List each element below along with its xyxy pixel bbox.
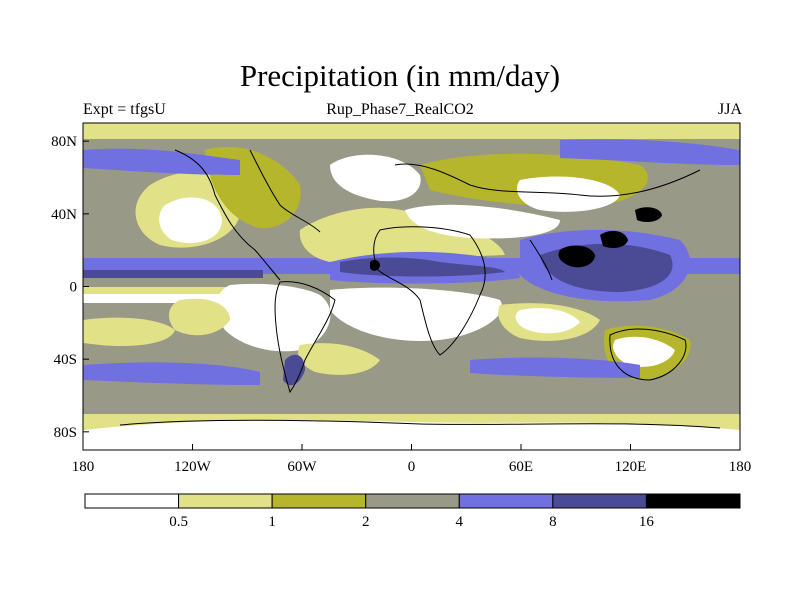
chile-max bbox=[283, 354, 305, 386]
colorbar-label: 16 bbox=[639, 514, 655, 530]
y-tick-label: 80S bbox=[54, 425, 77, 441]
colorbar-label: 8 bbox=[549, 514, 557, 530]
sahel-monsoon-strong bbox=[340, 257, 505, 277]
colorbar-box bbox=[365, 493, 460, 509]
colorbar-box bbox=[458, 493, 554, 509]
north-atlantic-dry bbox=[330, 154, 421, 202]
x-tick-label: 0 bbox=[408, 459, 416, 475]
precipitation-field bbox=[83, 123, 740, 450]
y-tick-label: 40N bbox=[51, 207, 77, 223]
arctic-band-west bbox=[83, 148, 240, 175]
x-tick-label: 60W bbox=[287, 459, 317, 475]
south-atlantic-dry bbox=[330, 287, 502, 341]
x-axis: 180 120W 60W 0 60E 120E 180 bbox=[72, 444, 752, 475]
x-tick-label: 120W bbox=[174, 459, 212, 475]
south-pacific-band bbox=[83, 317, 175, 347]
colorbar-label: 4 bbox=[456, 514, 464, 530]
y-tick-label: 80N bbox=[51, 134, 77, 150]
coast-india bbox=[529, 239, 553, 281]
equatorial-dry-edge bbox=[83, 287, 283, 294]
run-label: Rup_Phase7_RealCO2 bbox=[326, 101, 474, 118]
north-polar-band bbox=[83, 123, 740, 139]
southern-ocean-west bbox=[83, 362, 260, 385]
colorbar: 0.5 1 2 4 8 16 bbox=[84, 493, 741, 530]
bay-of-bengal-max bbox=[558, 245, 595, 268]
colorbar-label: 2 bbox=[362, 514, 370, 530]
coast-australia bbox=[609, 328, 687, 381]
south-indian-dry bbox=[515, 308, 580, 334]
south-atlantic-band bbox=[298, 343, 380, 375]
north-pacific-dry bbox=[159, 197, 222, 244]
south-china-sea-max bbox=[600, 230, 628, 248]
antarctic-dry bbox=[83, 420, 740, 450]
season-label: JJA bbox=[717, 101, 742, 118]
x-tick-label: 60E bbox=[509, 459, 533, 475]
x-tick-label: 180 bbox=[729, 459, 752, 475]
coast-eurasia bbox=[394, 163, 701, 197]
map-title: Precipitation (in mm/day) bbox=[239, 58, 561, 93]
east-asia-max bbox=[635, 207, 662, 223]
coast-south-america bbox=[274, 281, 336, 394]
arctic-band-east bbox=[560, 139, 740, 165]
y-axis: 80N 40N 0 40S 80S bbox=[51, 134, 89, 441]
y-tick-label: 40S bbox=[54, 352, 77, 368]
coast-north-america-east bbox=[249, 149, 321, 233]
experiment-label: Expt = tfgsU bbox=[83, 101, 166, 118]
colorbar-box bbox=[271, 493, 367, 509]
southern-ocean-east bbox=[470, 357, 640, 378]
colorbar-label: 0.5 bbox=[169, 514, 188, 530]
itcz-pacific-strong bbox=[83, 270, 263, 278]
coast-africa bbox=[373, 226, 486, 356]
colorbar-box bbox=[552, 493, 647, 509]
southeast-pacific-band bbox=[168, 298, 230, 336]
y-tick-label: 0 bbox=[70, 280, 78, 296]
coast-antarctica bbox=[119, 419, 721, 429]
x-tick-label: 120E bbox=[615, 459, 647, 475]
colorbar-label: 1 bbox=[268, 514, 276, 530]
x-tick-label: 180 bbox=[72, 459, 95, 475]
sahara-dry bbox=[405, 204, 560, 239]
colorbar-box bbox=[84, 493, 180, 509]
south-america-dry bbox=[215, 283, 331, 352]
australia-dry bbox=[613, 336, 675, 367]
colorbar-box bbox=[645, 493, 741, 509]
sahara-band bbox=[299, 207, 505, 262]
equatorial-dry-strip bbox=[83, 294, 283, 303]
coastlines bbox=[119, 149, 721, 429]
coast-north-america-west bbox=[174, 149, 281, 281]
colorbar-box bbox=[178, 493, 273, 509]
